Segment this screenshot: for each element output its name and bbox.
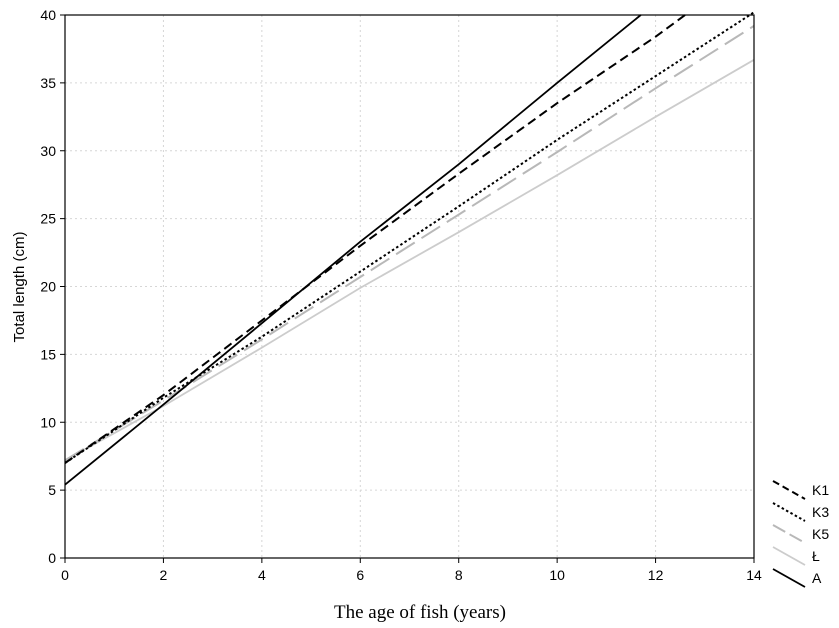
legend-label-4: A [812, 570, 822, 586]
y-tick-label: 25 [40, 211, 56, 227]
legend-swatch-0 [772, 480, 806, 500]
y-tick-label: 5 [48, 482, 56, 498]
x-tick-label: 4 [258, 567, 266, 583]
series-line-4 [64, 14, 642, 486]
grid-layer [65, 15, 754, 558]
x-tick-label: 0 [61, 567, 69, 583]
x-tick-label: 2 [160, 567, 168, 583]
y-tick-label: 30 [40, 143, 56, 159]
legend-swatch-1 [772, 502, 806, 522]
legend-swatch-3 [772, 546, 806, 566]
series-line-2 [64, 25, 755, 462]
y-tick-label: 10 [40, 414, 56, 430]
series-line-0 [64, 14, 686, 464]
x-tick-label: 12 [648, 567, 664, 583]
series-line-3 [64, 59, 755, 462]
y-tick-label: 0 [48, 550, 56, 566]
x-axis-title: The age of fish (years) [334, 602, 506, 623]
y-tick-label: 35 [40, 75, 56, 91]
legend-swatch-2 [772, 524, 806, 544]
y-tick-label: 15 [40, 346, 56, 362]
x-tick-label: 8 [455, 567, 463, 583]
series-layer [64, 11, 755, 486]
y-tick-label: 20 [40, 279, 56, 295]
legend-swatch-4 [772, 568, 806, 588]
legend-label-2: K5 [812, 526, 829, 542]
x-tick-label: 10 [549, 567, 565, 583]
x-tick-label: 6 [356, 567, 364, 583]
legend-label-1: K3 [812, 504, 829, 520]
tick-layer: 0 2 4 6 8 10 12 14 0 5 10 15 20 25 30 35 40 [40, 7, 762, 583]
series-line-1 [64, 11, 755, 464]
y-tick-label: 40 [40, 7, 56, 23]
legend: K1 K3 K5 ŁA [772, 480, 829, 588]
legend-label-0: K1 [812, 482, 829, 498]
y-axis-title: Total length (cm) [11, 232, 28, 343]
legend-label-3: Ł [812, 548, 820, 564]
x-tick-label: 14 [746, 567, 762, 583]
